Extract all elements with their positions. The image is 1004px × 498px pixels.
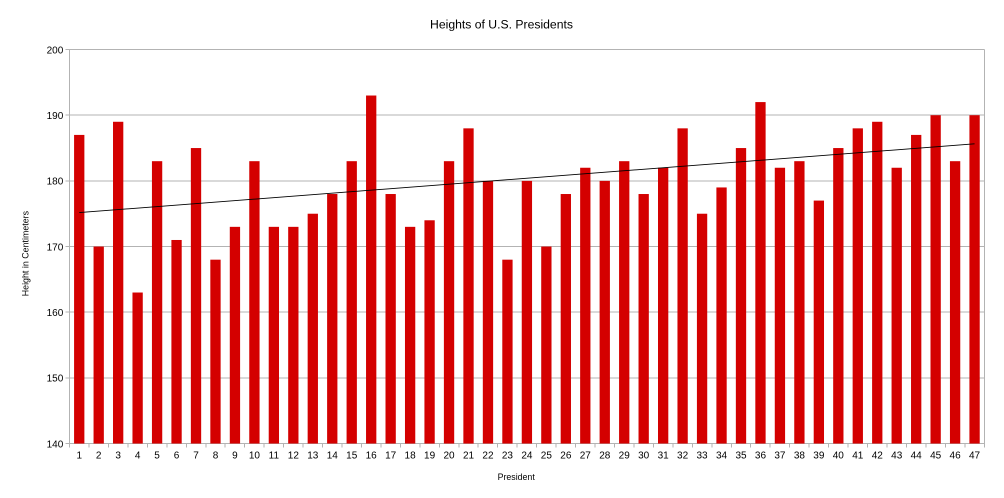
svg-text:19: 19: [424, 451, 436, 462]
svg-text:11: 11: [269, 451, 280, 462]
svg-text:41: 41: [852, 451, 864, 462]
svg-text:1: 1: [76, 451, 82, 462]
svg-text:21: 21: [463, 451, 475, 462]
svg-text:President: President: [498, 472, 536, 482]
svg-text:200: 200: [47, 45, 64, 56]
svg-text:40: 40: [833, 451, 845, 462]
svg-text:13: 13: [307, 451, 319, 462]
svg-text:37: 37: [774, 451, 786, 462]
svg-text:20: 20: [443, 451, 455, 462]
svg-text:17: 17: [385, 451, 397, 462]
svg-text:190: 190: [47, 111, 64, 122]
svg-text:140: 140: [47, 439, 64, 450]
svg-text:23: 23: [502, 451, 514, 462]
svg-text:12: 12: [288, 451, 300, 462]
svg-text:180: 180: [47, 177, 64, 188]
svg-text:27: 27: [580, 451, 592, 462]
svg-text:45: 45: [930, 451, 942, 462]
svg-text:170: 170: [47, 242, 64, 253]
svg-text:31: 31: [658, 451, 670, 462]
svg-text:2: 2: [96, 451, 102, 462]
svg-text:Height in Centimeters: Height in Centimeters: [20, 210, 30, 296]
svg-text:39: 39: [813, 451, 825, 462]
svg-text:42: 42: [872, 451, 884, 462]
svg-text:4: 4: [135, 451, 141, 462]
svg-text:44: 44: [911, 451, 923, 462]
svg-text:160: 160: [47, 308, 64, 319]
svg-text:Heights of U.S. Presidents: Heights of U.S. Presidents: [430, 17, 573, 31]
svg-text:18: 18: [405, 451, 417, 462]
svg-text:16: 16: [366, 451, 378, 462]
svg-text:34: 34: [716, 451, 728, 462]
svg-text:43: 43: [891, 451, 903, 462]
svg-text:38: 38: [794, 451, 806, 462]
svg-text:29: 29: [619, 451, 631, 462]
svg-text:14: 14: [327, 451, 339, 462]
svg-text:9: 9: [232, 451, 238, 462]
svg-text:25: 25: [541, 451, 553, 462]
svg-text:47: 47: [969, 451, 981, 462]
svg-text:33: 33: [697, 451, 709, 462]
svg-text:7: 7: [193, 451, 199, 462]
svg-text:3: 3: [115, 451, 121, 462]
svg-text:10: 10: [249, 451, 261, 462]
svg-text:26: 26: [560, 451, 572, 462]
svg-text:22: 22: [482, 451, 494, 462]
svg-text:46: 46: [950, 451, 962, 462]
svg-text:24: 24: [521, 451, 533, 462]
svg-text:6: 6: [174, 451, 180, 462]
svg-text:36: 36: [755, 451, 767, 462]
svg-text:28: 28: [599, 451, 611, 462]
svg-text:32: 32: [677, 451, 689, 462]
svg-text:8: 8: [213, 451, 219, 462]
svg-text:35: 35: [735, 451, 747, 462]
svg-text:150: 150: [47, 374, 64, 385]
svg-text:5: 5: [154, 451, 160, 462]
svg-text:15: 15: [346, 451, 358, 462]
svg-text:30: 30: [638, 451, 650, 462]
